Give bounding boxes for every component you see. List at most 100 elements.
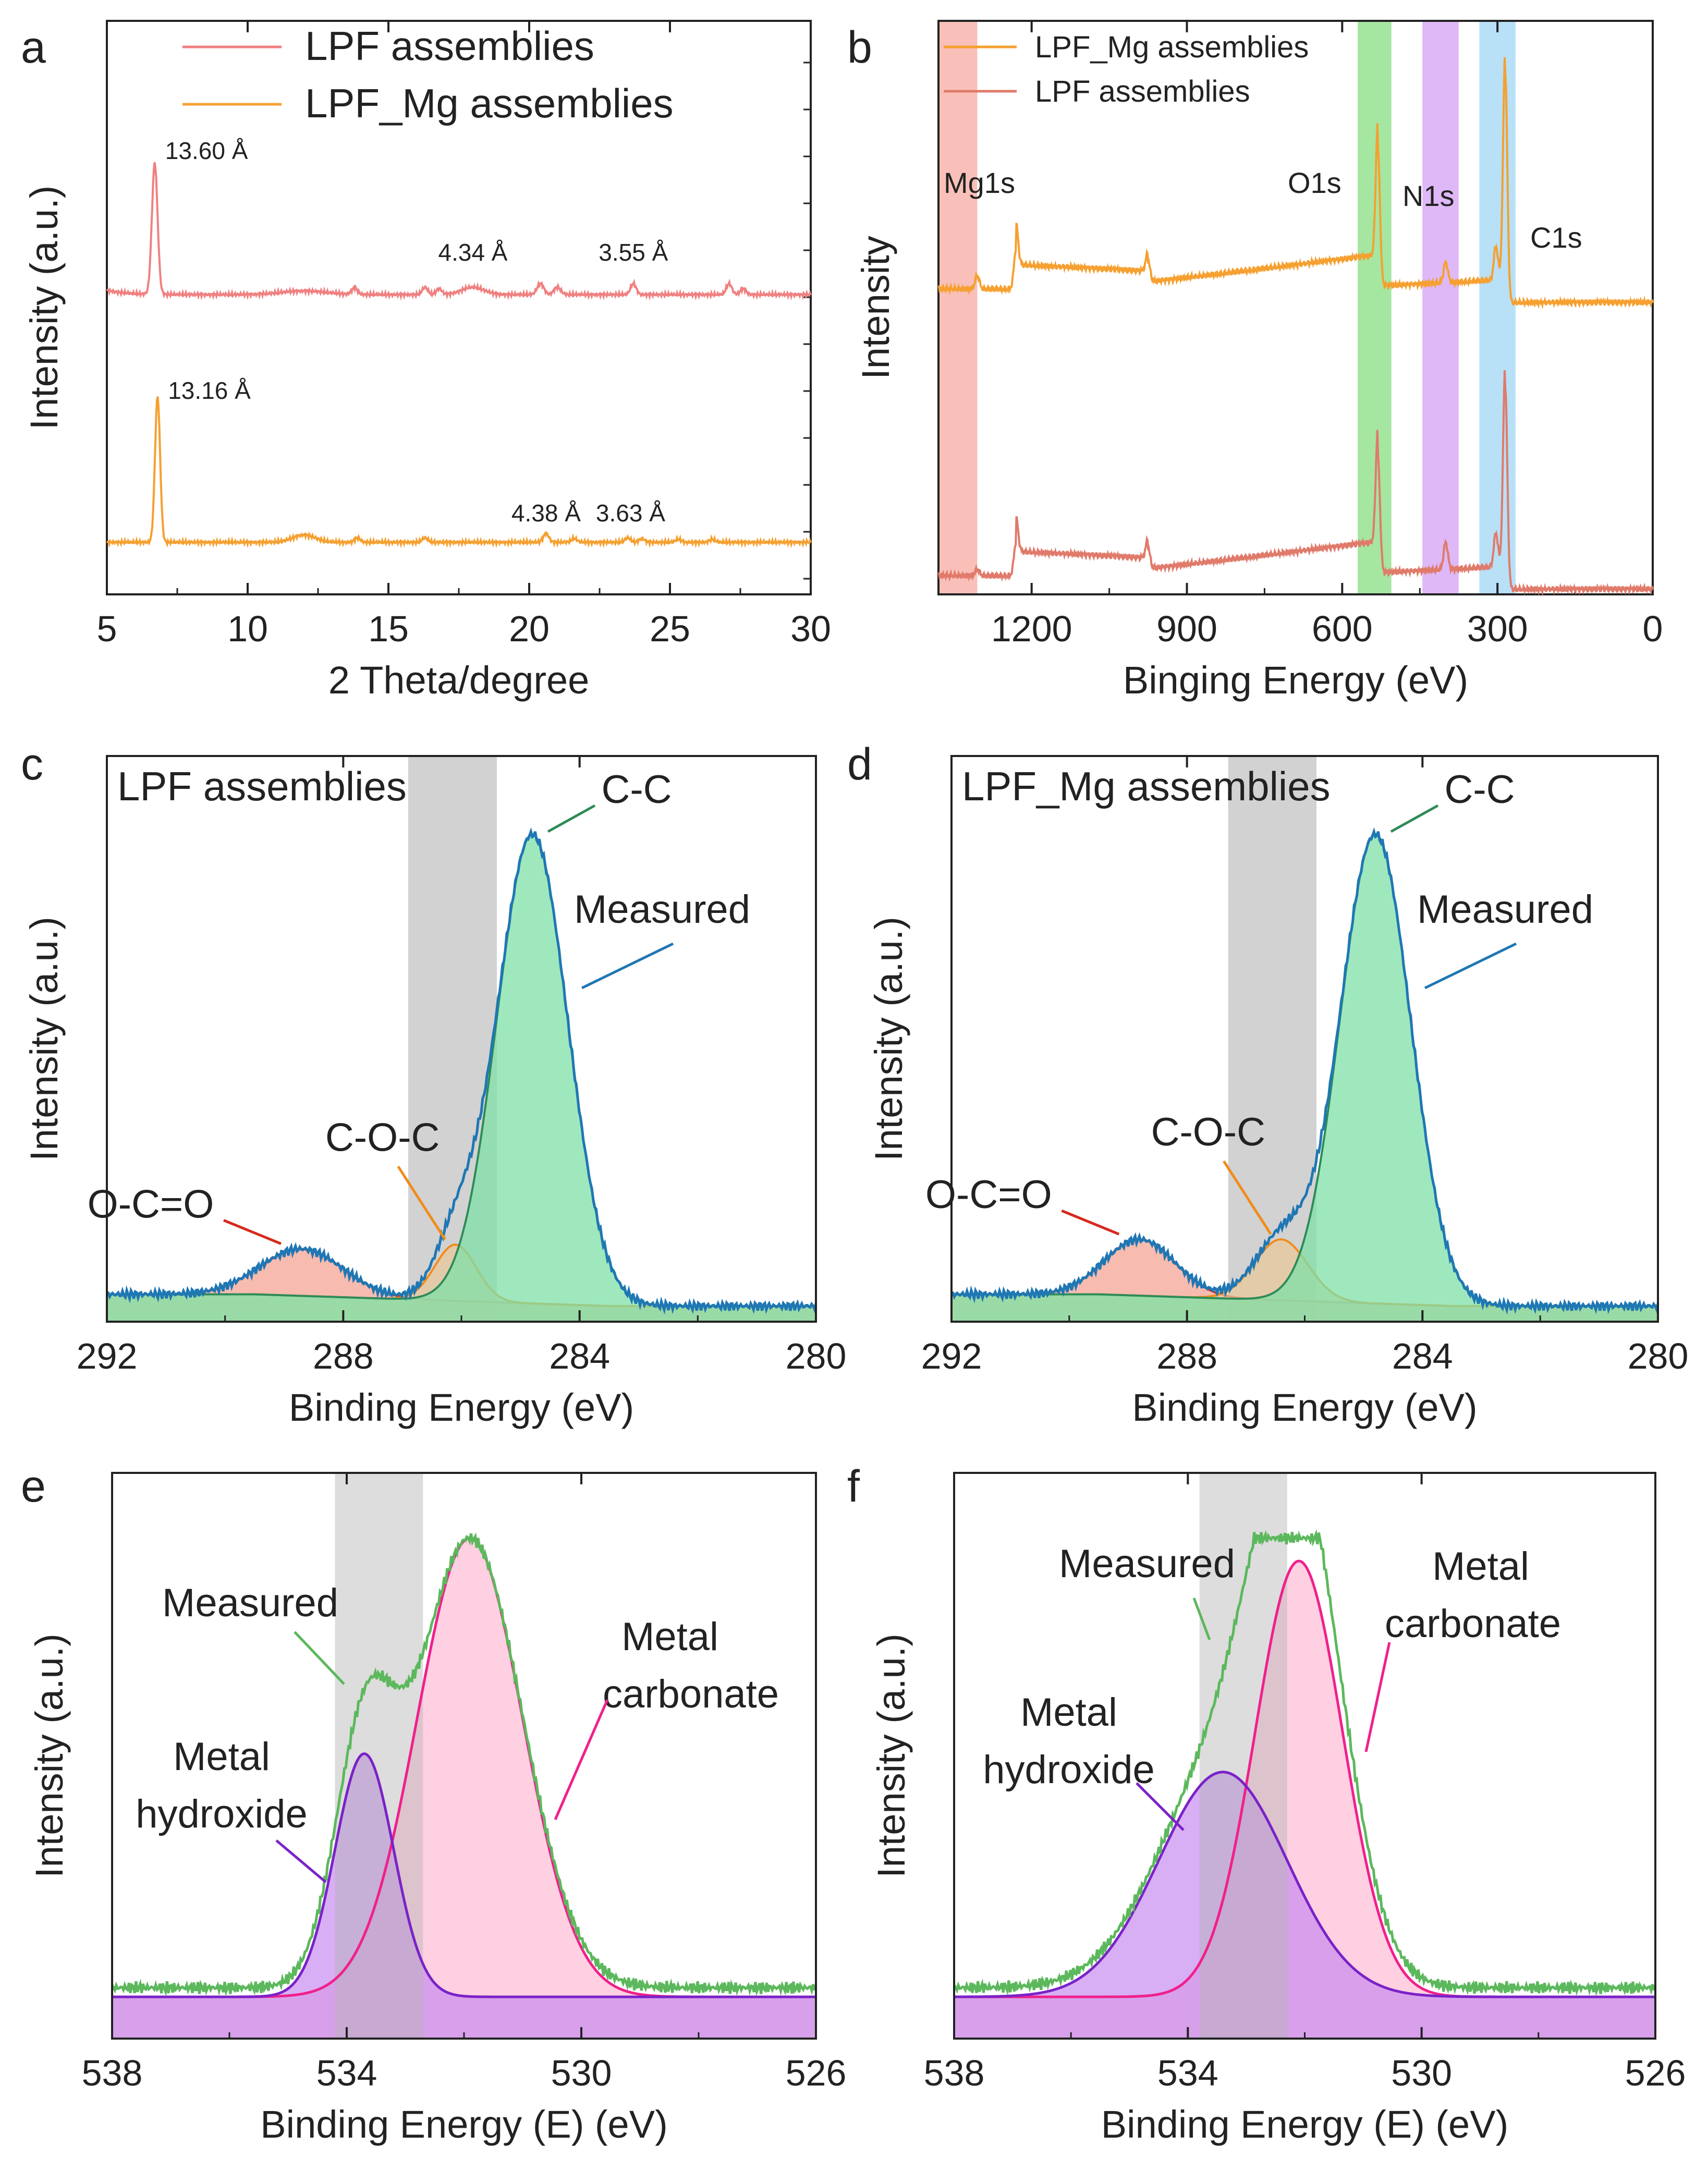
panel-f-measured-line <box>953 1529 1656 1997</box>
panel-e-measured-line <box>111 1532 816 1997</box>
panel-e-xtick-label: 538 <box>82 2053 143 2093</box>
panel-b-series-lpf <box>937 370 1654 596</box>
panel-b-xtick-label: 300 <box>1467 608 1528 649</box>
panel-c-label-cc: C-C <box>601 767 672 812</box>
panel-a-series-lpf-mg <box>106 396 812 548</box>
panel-a-peak-label: 4.34 Å <box>438 239 508 266</box>
panel-b-label-mg1s: Mg1s <box>944 166 1015 199</box>
panel-c-label-measured: Measured <box>574 887 750 932</box>
panel-a-peak-label: 3.55 Å <box>599 239 668 266</box>
panel-b-xtick-label: 900 <box>1156 608 1217 649</box>
panel-b-frame <box>937 20 1654 595</box>
panel-c-leader-measured <box>581 942 674 990</box>
panel-a-xtick-label: 10 <box>227 608 268 649</box>
panel-a-xtick-label: 15 <box>368 608 409 649</box>
panel-a-peak-label: 13.16 Å <box>168 377 251 404</box>
panel-f-label-hydroxide-1: Metal <box>1020 1690 1117 1735</box>
panel-d-leader-measured <box>1424 942 1517 990</box>
panel-b-series-lpf-mg <box>937 57 1654 310</box>
panel-f-label-measured: Measured <box>1059 1542 1235 1586</box>
panel-a-xtick-label: 30 <box>790 608 831 649</box>
panel-e-leader-hydroxide <box>275 1839 327 1883</box>
panel-a-xtick-label: 20 <box>509 608 550 649</box>
panel-e-leader-measured <box>294 1631 345 1685</box>
panel-e-component-hydroxide-fill <box>112 1753 816 2039</box>
panel-a-xtick-label: 25 <box>650 608 690 649</box>
panel-d-xlabel: Binding Energy (eV) <box>1132 1386 1477 1429</box>
panel-d-label-measured: Measured <box>1417 887 1593 932</box>
panel-b-legend-lpf-mg: LPF_Mg assemblies <box>1035 30 1309 64</box>
panel-f-xtick-label: 538 <box>924 2053 985 2093</box>
panel-b-band-n1s <box>1422 21 1459 594</box>
panel-f-leader-carbonate <box>1364 1642 1391 1752</box>
panel-a-legend-lpf-mg: LPF_Mg assemblies <box>305 80 674 126</box>
panel-f-component-hydroxide-line <box>954 1771 1655 1998</box>
panel-f-letter: f <box>847 1461 860 1511</box>
panel-e-ylabel: Intensity (a.u.) <box>28 1633 71 1878</box>
panel-a-series-lpf <box>106 162 812 301</box>
panel-f-xtick-label: 534 <box>1157 2053 1218 2093</box>
panel-d-measured-line <box>951 827 1660 1315</box>
panel-e-xtick-label: 530 <box>551 2053 612 2093</box>
panel-d-leader-cc <box>1390 804 1439 833</box>
panel-f-leader-measured <box>1192 1597 1211 1640</box>
panel-b-band-c1s <box>1479 21 1516 594</box>
panel-f-leader-hydroxide <box>1136 1782 1185 1831</box>
panel-a-xtick-label: 5 <box>97 608 117 649</box>
panel-e-xlabel: Binding Energy (E) (eV) <box>260 2103 667 2146</box>
panel-c-title: LPF assemblies <box>117 763 407 809</box>
panel-b-label-c1s: C1s <box>1530 221 1582 254</box>
panel-c-xtick-label: 292 <box>77 1336 138 1376</box>
panel-e-letter: e <box>21 1461 46 1511</box>
panel-e-leader-carbonate <box>554 1699 609 1820</box>
panel-c-leader-cc <box>547 804 596 833</box>
panel-d-leader-coc <box>1223 1160 1272 1235</box>
panel-d-ylabel: Intensity (a.u.) <box>867 917 910 1161</box>
panel-d-label-oco: O-C=O <box>925 1173 1052 1217</box>
panel-c-xtick-label: 284 <box>549 1336 610 1376</box>
panel-c-measured-line <box>106 827 818 1315</box>
panel-d-xtick-label: 280 <box>1628 1336 1689 1376</box>
panel-f-shade <box>1199 1473 1287 2039</box>
panel-b-xtick-label: 1200 <box>991 608 1072 649</box>
panel-a-peak-label: 13.60 Å <box>165 137 248 164</box>
panel-b-letter: b <box>847 22 872 72</box>
panel-a-legend-lpf: LPF assemblies <box>305 23 594 69</box>
panel-f-xlabel: Binding Energy (E) (eV) <box>1101 2103 1508 2146</box>
panel-f-xtick-label: 526 <box>1625 2053 1686 2093</box>
panel-f-label-hydroxide-2: hydroxide <box>983 1748 1155 1792</box>
panel-b-ylabel: Intensity <box>854 236 897 380</box>
panel-b-band-mg1s <box>938 21 978 594</box>
panel-f-component-hydroxide-fill <box>954 1772 1655 2039</box>
panel-d-letter: d <box>847 739 872 789</box>
panel-e-label-hydroxide-2: hydroxide <box>136 1792 308 1836</box>
panel-e-label-measured: Measured <box>162 1581 338 1625</box>
panel-e-label-carbonate-2: carbonate <box>603 1672 779 1716</box>
panel-c-label-coc: C-O-C <box>325 1115 440 1160</box>
panel-c-leader-oco <box>223 1219 282 1245</box>
panel-d-label-cc: C-C <box>1444 767 1515 812</box>
panel-d-label-coc: C-O-C <box>1151 1110 1266 1154</box>
panel-e-component-carbonate-fill <box>112 1538 816 2039</box>
panel-a-peak-label: 4.38 Å <box>511 499 581 527</box>
panel-b-xtick-label: 0 <box>1643 608 1663 649</box>
panel-e-label-hydroxide-1: Metal <box>173 1735 270 1779</box>
panel-d-xtick-label: 284 <box>1392 1336 1453 1376</box>
panel-d-shade <box>1228 756 1317 1322</box>
panel-a-peak-label: 3.63 Å <box>596 499 665 527</box>
panel-c-xtick-label: 288 <box>313 1336 374 1376</box>
panel-e-label-carbonate-1: Metal <box>621 1615 718 1659</box>
panel-b-xtick-label: 600 <box>1312 608 1373 649</box>
panel-c-xtick-label: 280 <box>786 1336 847 1376</box>
panel-f-component-carbonate-fill <box>954 1561 1655 2039</box>
panel-c-label-oco: O-C=O <box>88 1182 214 1227</box>
panel-c-leader-coc <box>397 1165 446 1240</box>
panel-b-legend-lpf: LPF assemblies <box>1035 75 1250 108</box>
panel-a-letter: a <box>21 22 46 72</box>
panel-f-label-carbonate-1: Metal <box>1432 1544 1529 1589</box>
panel-d-title: LPF_Mg assemblies <box>962 763 1331 809</box>
panel-f-ylabel: Intensity (a.u.) <box>870 1633 913 1878</box>
panel-e-xtick-label: 534 <box>316 2053 377 2093</box>
panel-e-component-hydroxide-line <box>112 1752 816 1998</box>
